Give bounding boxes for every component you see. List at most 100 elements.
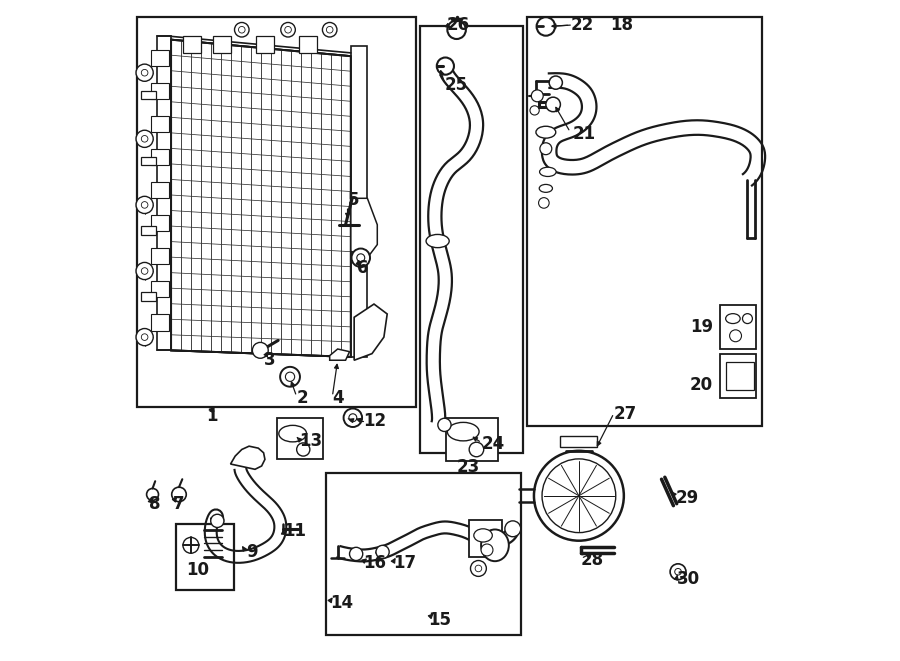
Ellipse shape [540, 167, 556, 176]
Polygon shape [527, 17, 762, 426]
Polygon shape [151, 116, 169, 132]
Circle shape [147, 488, 158, 500]
Circle shape [136, 130, 153, 147]
Text: 22: 22 [571, 16, 594, 34]
Polygon shape [351, 46, 367, 357]
Polygon shape [141, 226, 156, 235]
Circle shape [281, 22, 295, 37]
Text: 1: 1 [206, 407, 217, 426]
Circle shape [136, 64, 153, 81]
Text: 28: 28 [580, 551, 604, 569]
Circle shape [482, 544, 493, 556]
Text: 9: 9 [247, 543, 258, 561]
Circle shape [376, 545, 389, 559]
Text: 16: 16 [363, 554, 386, 572]
Text: 24: 24 [482, 435, 505, 453]
Polygon shape [151, 281, 169, 297]
Circle shape [349, 414, 356, 422]
Polygon shape [726, 362, 754, 390]
Circle shape [183, 537, 199, 553]
Circle shape [437, 418, 451, 432]
Text: 12: 12 [363, 412, 386, 430]
Text: 27: 27 [614, 405, 637, 424]
Circle shape [475, 565, 482, 572]
Text: 14: 14 [329, 594, 353, 612]
Circle shape [540, 143, 552, 155]
Ellipse shape [536, 126, 556, 138]
Circle shape [538, 198, 549, 208]
Ellipse shape [725, 314, 740, 323]
Polygon shape [176, 524, 234, 590]
Circle shape [297, 443, 310, 456]
Circle shape [536, 17, 555, 36]
Text: 11: 11 [284, 522, 306, 541]
Text: 19: 19 [690, 318, 713, 336]
Text: 29: 29 [676, 489, 699, 508]
Circle shape [235, 22, 249, 37]
Polygon shape [151, 83, 169, 99]
Circle shape [531, 90, 544, 102]
Circle shape [141, 334, 148, 340]
Polygon shape [420, 26, 523, 453]
Circle shape [141, 69, 148, 76]
Polygon shape [183, 36, 202, 53]
Text: 18: 18 [610, 16, 633, 34]
Circle shape [670, 564, 686, 580]
Circle shape [545, 97, 561, 112]
Circle shape [349, 547, 363, 561]
Polygon shape [561, 436, 598, 447]
Polygon shape [141, 91, 156, 99]
Polygon shape [256, 36, 274, 53]
Circle shape [505, 521, 521, 537]
Polygon shape [351, 198, 377, 258]
Ellipse shape [279, 426, 307, 442]
Polygon shape [171, 40, 351, 357]
Polygon shape [141, 292, 156, 301]
Text: 2: 2 [297, 389, 309, 407]
Polygon shape [151, 248, 169, 264]
Text: 6: 6 [357, 259, 369, 278]
Polygon shape [469, 520, 501, 557]
Ellipse shape [473, 529, 492, 542]
Circle shape [447, 20, 466, 39]
Circle shape [211, 514, 224, 527]
Circle shape [136, 196, 153, 214]
Circle shape [252, 342, 268, 358]
Polygon shape [720, 305, 756, 349]
Circle shape [469, 442, 483, 457]
Polygon shape [446, 418, 498, 461]
Circle shape [534, 451, 624, 541]
Text: 26: 26 [446, 16, 470, 34]
Text: 3: 3 [264, 351, 275, 369]
Circle shape [530, 106, 539, 115]
Circle shape [327, 26, 333, 33]
Ellipse shape [742, 314, 752, 323]
Polygon shape [720, 354, 756, 398]
Circle shape [352, 249, 370, 267]
Polygon shape [327, 473, 521, 635]
Polygon shape [299, 36, 317, 53]
Text: 13: 13 [300, 432, 322, 450]
Circle shape [471, 561, 486, 576]
Circle shape [280, 367, 300, 387]
Text: 4: 4 [332, 389, 344, 407]
Text: 7: 7 [173, 494, 184, 513]
Ellipse shape [447, 422, 479, 441]
Circle shape [730, 330, 742, 342]
Text: 15: 15 [428, 611, 451, 629]
Text: 20: 20 [690, 375, 713, 394]
Circle shape [344, 408, 362, 427]
Circle shape [436, 58, 454, 75]
PathPatch shape [171, 40, 351, 357]
Circle shape [141, 136, 148, 142]
Circle shape [136, 262, 153, 280]
Polygon shape [151, 314, 169, 330]
Polygon shape [277, 418, 323, 459]
Polygon shape [158, 36, 171, 350]
Circle shape [549, 76, 562, 89]
Circle shape [136, 329, 153, 346]
Text: 25: 25 [445, 75, 468, 94]
Text: 5: 5 [347, 190, 359, 209]
Circle shape [141, 268, 148, 274]
Ellipse shape [426, 235, 449, 248]
